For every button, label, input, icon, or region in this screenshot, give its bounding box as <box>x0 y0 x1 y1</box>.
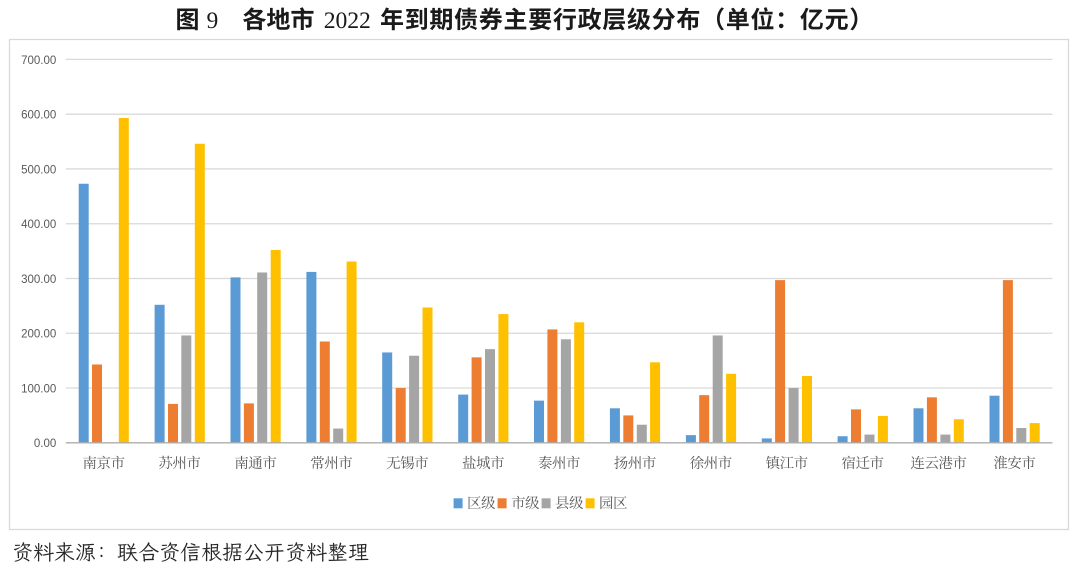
svg-text:600.00: 600.00 <box>21 110 56 122</box>
svg-text:500.00: 500.00 <box>21 164 56 176</box>
svg-text:400.00: 400.00 <box>21 219 56 231</box>
svg-text:700.00: 700.00 <box>21 55 56 67</box>
svg-text:300.00: 300.00 <box>21 274 56 286</box>
svg-text:0.00: 0.00 <box>34 438 56 450</box>
svg-text:200.00: 200.00 <box>21 329 56 341</box>
svg-text:100.00: 100.00 <box>21 383 56 395</box>
